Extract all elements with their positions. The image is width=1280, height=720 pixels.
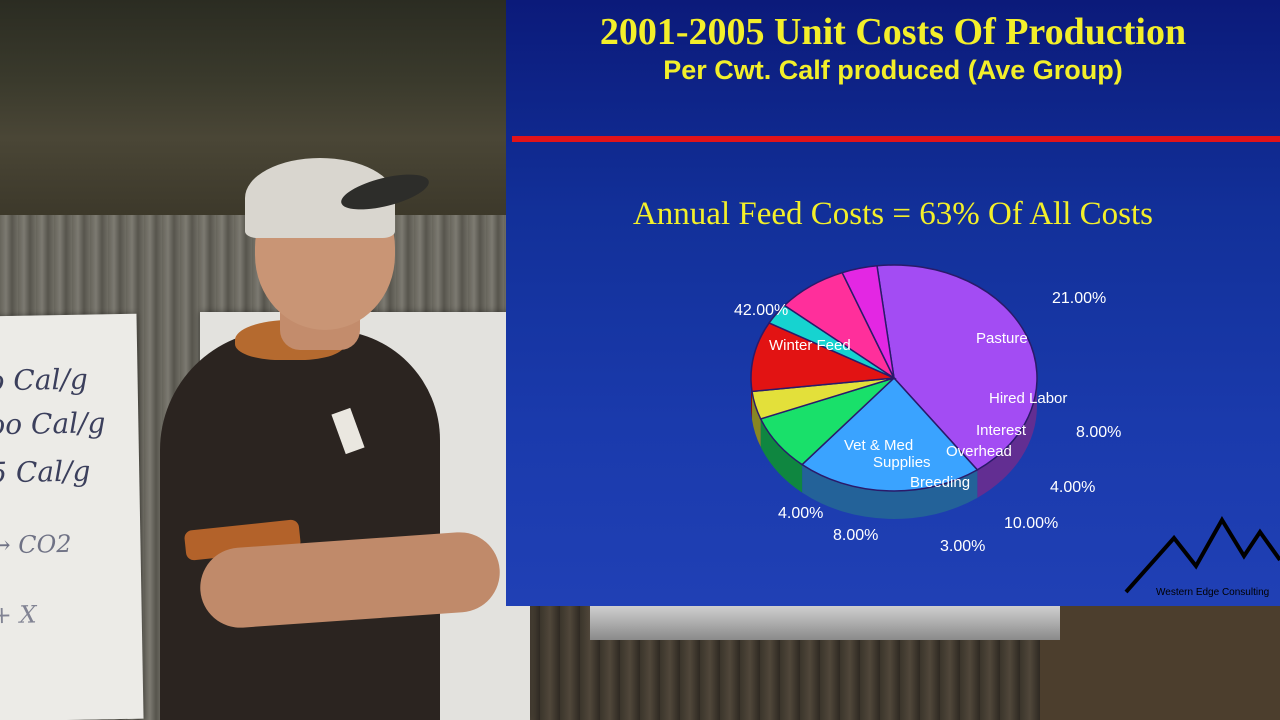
slice-percent-label: 3.00%	[940, 538, 985, 555]
slice-name-label: Interest	[976, 422, 1027, 439]
slice-name-label: Supplies	[873, 454, 931, 471]
slice-name-label: Hired Labor	[989, 390, 1067, 407]
cost-pie-chart: Winter Feed Pasture Hired Labor Interest Ove…	[734, 264, 1280, 594]
slice-name-label: Overhead	[946, 443, 1012, 460]
pie-slice-side	[752, 391, 761, 447]
pie-slice	[750, 321, 897, 393]
feed-cost-heading: Annual Feed Costs = 63% Of All Costs	[632, 196, 1154, 232]
slice-percent-label: 8.00%	[1076, 424, 1121, 441]
projector-screen-bar	[590, 606, 1060, 640]
wooden-crate	[1040, 605, 1280, 720]
pie-slice-side	[802, 464, 978, 519]
slice-name-label: Pasture	[976, 330, 1028, 347]
pie-slice	[800, 376, 979, 492]
presenter-torso	[160, 330, 440, 720]
slice-name-label: Breeding	[910, 474, 970, 491]
pie-slice-side	[977, 378, 1037, 498]
pie-slice-side	[760, 418, 803, 493]
slice-percent-label: 10.00%	[1004, 515, 1058, 532]
pie-slice	[876, 264, 1038, 471]
pie-slice	[841, 264, 895, 379]
projected-slide: 2001-2005 Unit Costs Of Production Per C…	[506, 0, 1280, 606]
flipchart-line: o Cal/g	[0, 362, 89, 398]
flipchart-line: + X	[0, 600, 37, 630]
flipchart-left: o Cal/g oo Cal/g 5 Cal/g → CO2 + X	[0, 313, 144, 720]
slide-divider	[512, 136, 1280, 142]
slide-title: 2001-2005 Unit Costs Of Production	[599, 11, 1187, 53]
slice-percent-label: 4.00%	[778, 505, 823, 522]
slice-percent-label: 21.00%	[1052, 290, 1106, 307]
slide-subtitle: Per Cwt. Calf produced (Ave Group)	[663, 55, 1123, 85]
slice-percent-label: 4.00%	[1050, 479, 1095, 496]
slice-percent-label: 42.00%	[734, 302, 788, 319]
slice-percent-label: 8.00%	[833, 527, 878, 544]
logo-text: Western Edge Consulting	[1156, 587, 1270, 598]
mountain-logo-icon	[1124, 516, 1280, 594]
slice-name-label: Winter Feed	[769, 337, 851, 354]
flipchart-line: oo Cal/g	[0, 406, 106, 442]
flipchart-line: 5 Cal/g	[0, 454, 91, 490]
flipchart-line: → CO2	[0, 529, 72, 560]
slice-name-label: Vet & Med	[844, 437, 913, 454]
